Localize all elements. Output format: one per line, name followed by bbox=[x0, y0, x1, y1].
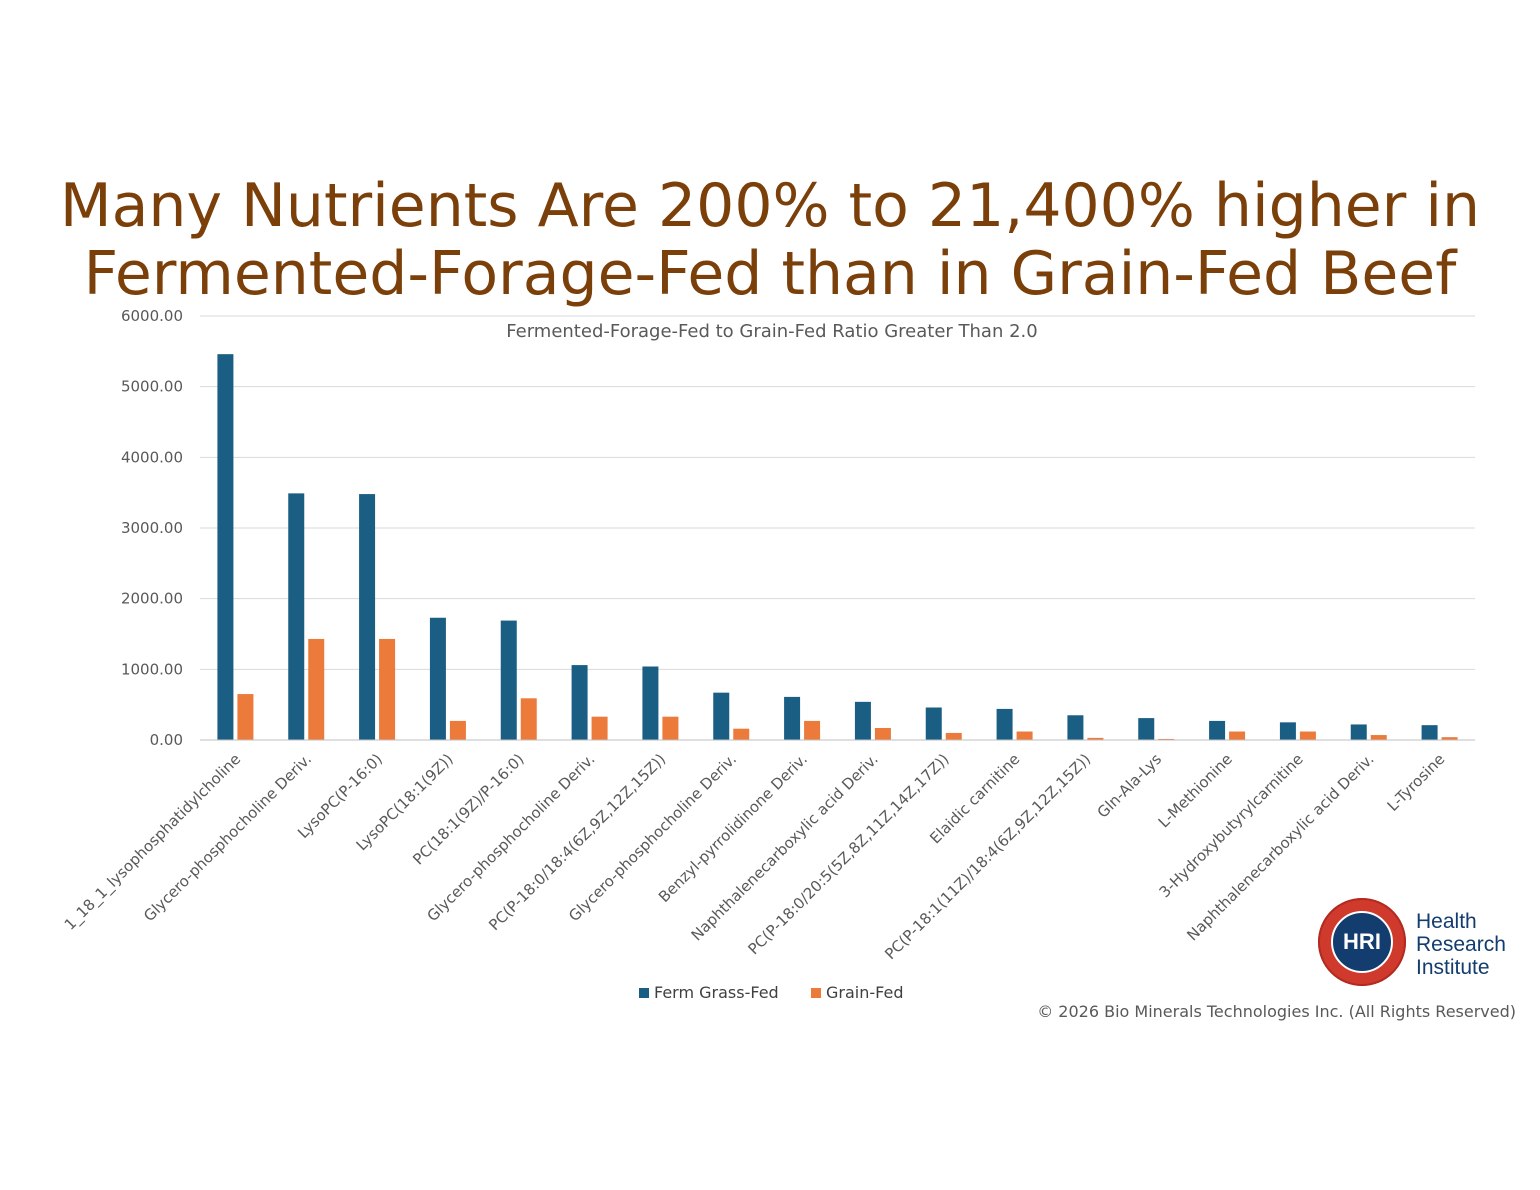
y-tick-label: 4000.00 bbox=[121, 448, 183, 466]
slide-title: Many Nutrients Are 200% to 21,400% highe… bbox=[0, 172, 1540, 308]
bar-grain-fed bbox=[733, 728, 750, 740]
bar-ferm-grass-fed bbox=[1421, 725, 1438, 740]
bar-grain-fed bbox=[1299, 731, 1316, 740]
x-tick-label: L-Tyrosine bbox=[1384, 750, 1449, 815]
bar-ferm-grass-fed bbox=[1209, 720, 1226, 740]
slide-title-line-2: Fermented-Forage-Fed than in Grain-Fed B… bbox=[83, 239, 1457, 309]
hri-logo-line-1: Health bbox=[1416, 910, 1477, 933]
bar-grain-fed bbox=[379, 638, 396, 740]
bar-grain-fed bbox=[449, 720, 466, 740]
slide-title-line-1: Many Nutrients Are 200% to 21,400% highe… bbox=[59, 171, 1481, 241]
x-axis-tick-labels: 1_18_1_lysophosphatidylcholineGlycero-ph… bbox=[61, 739, 1475, 963]
bar-grain-fed bbox=[874, 727, 891, 740]
bar-ferm-grass-fed bbox=[500, 620, 517, 740]
x-tick-label: Benzyl-pyrrolidinone Deriv. bbox=[655, 750, 811, 906]
bar-ferm-grass-fed bbox=[642, 666, 659, 740]
bar-grain-fed bbox=[520, 698, 537, 740]
legend-swatch-grain-fed bbox=[811, 988, 821, 998]
hri-logo-mark: HRI bbox=[1331, 911, 1393, 973]
bar-ferm-grass-fed bbox=[571, 665, 588, 740]
legend-swatch-ferm-grass-fed bbox=[639, 988, 649, 998]
bar-grain-fed bbox=[1016, 731, 1033, 740]
y-tick-label: 1000.00 bbox=[121, 660, 183, 678]
hri-logo-line-3: Institute bbox=[1416, 956, 1490, 979]
bar-grain-fed bbox=[591, 716, 608, 740]
bar-grain-fed bbox=[237, 694, 254, 740]
hri-logo: HRI Health Research Institute bbox=[1318, 898, 1518, 990]
hri-logo-line-2: Research bbox=[1416, 933, 1506, 956]
y-tick-label: 2000.00 bbox=[121, 590, 183, 608]
y-tick-label: 6000.00 bbox=[121, 307, 183, 325]
bar-ferm-grass-fed bbox=[784, 696, 801, 740]
bar-ferm-grass-fed bbox=[854, 701, 871, 740]
y-tick-label: 5000.00 bbox=[121, 378, 183, 396]
bar-ferm-grass-fed bbox=[996, 708, 1013, 740]
y-tick-label: 0.00 bbox=[150, 731, 183, 749]
bar-ferm-grass-fed bbox=[1279, 722, 1296, 740]
bar-grain-fed bbox=[1087, 737, 1104, 740]
y-tick-label: 3000.00 bbox=[121, 519, 183, 537]
hri-logo-badge: HRI bbox=[1318, 898, 1406, 986]
bar-grain-fed bbox=[804, 720, 821, 740]
bar-ferm-grass-fed bbox=[713, 692, 730, 740]
bar-ferm-grass-fed bbox=[925, 707, 942, 740]
bar-grain-fed bbox=[1441, 737, 1458, 740]
bar-ferm-grass-fed bbox=[217, 354, 234, 740]
bar-ferm-grass-fed bbox=[288, 493, 305, 740]
legend-label-ferm-grass-fed: Ferm Grass-Fed bbox=[654, 983, 779, 1002]
bar-ferm-grass-fed bbox=[1067, 715, 1084, 740]
bar-grain-fed bbox=[662, 716, 679, 740]
copyright-notice: © 2026 Bio Minerals Technologies Inc. (A… bbox=[1037, 1002, 1516, 1021]
bar-ferm-grass-fed bbox=[1138, 718, 1155, 740]
bar-ferm-grass-fed bbox=[359, 494, 376, 740]
bars bbox=[217, 354, 1458, 740]
y-axis-tick-labels: 0.00 1000.00 2000.00 3000.00 4000.00 5000.00 6… bbox=[121, 307, 183, 749]
bar-ferm-grass-fed bbox=[1350, 724, 1367, 740]
bar-grain-fed bbox=[1158, 738, 1175, 740]
bar-grain-fed bbox=[308, 638, 325, 740]
legend: Ferm Grass-Fed Grain-Fed bbox=[639, 983, 903, 1002]
bar-grain-fed bbox=[1370, 735, 1387, 740]
bar-grain-fed bbox=[945, 732, 962, 740]
bar-ferm-grass-fed bbox=[429, 617, 446, 740]
chart-title: Fermented-Forage-Fed to Grain-Fed Ratio … bbox=[506, 321, 1037, 342]
x-tick-label: Gln-Ala-Lys bbox=[1094, 750, 1166, 822]
x-tick-label: 3-Hydroxybutyrylcarnitine bbox=[1156, 750, 1307, 901]
bar-grain-fed bbox=[1229, 731, 1246, 740]
legend-label-grain-fed: Grain-Fed bbox=[826, 983, 903, 1002]
hri-logo-wordmark: Health Research Institute bbox=[1416, 910, 1506, 979]
